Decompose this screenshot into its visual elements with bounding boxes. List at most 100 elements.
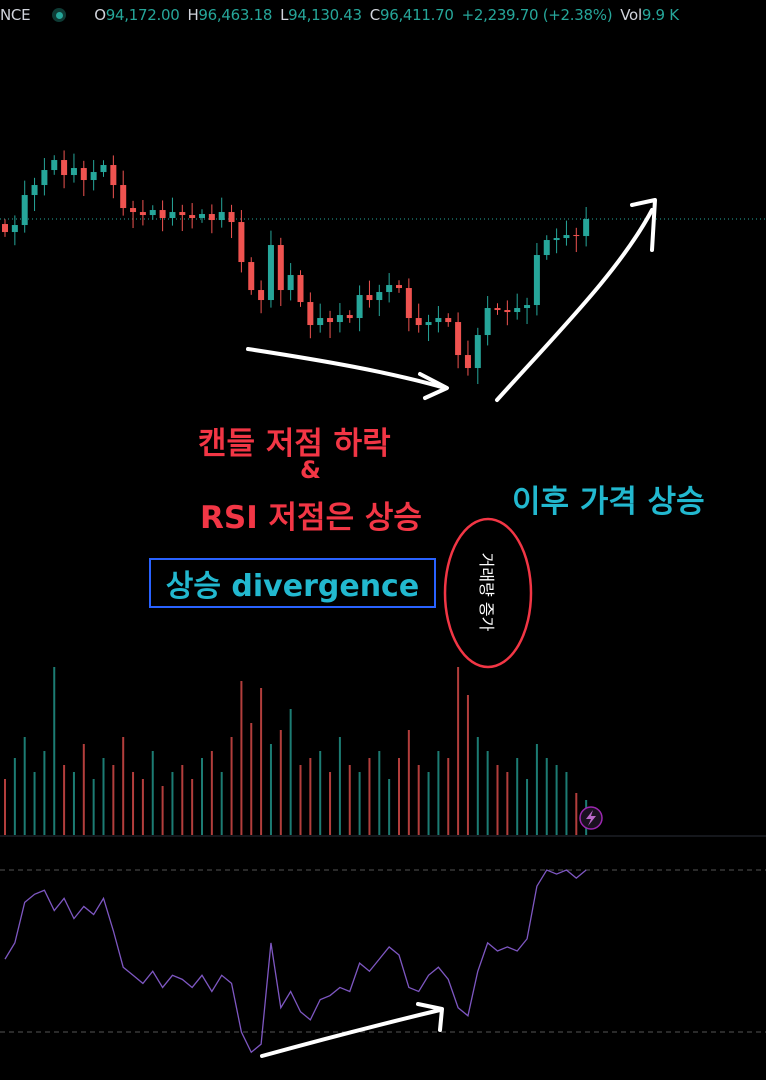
volume-bar	[72, 772, 75, 835]
volume-bar	[63, 765, 66, 835]
volume-increase-note: 거래량 증가	[477, 552, 496, 632]
candle-body	[80, 168, 87, 181]
bullish-divergence-label: 상승 divergence	[149, 558, 436, 608]
volume-bar	[535, 744, 538, 835]
candle-body	[61, 160, 68, 176]
close-value: 96,411.70	[379, 6, 454, 24]
volume-bar	[151, 751, 154, 835]
candle-body	[346, 315, 353, 319]
volume-bar	[132, 772, 135, 835]
candle-body	[130, 208, 137, 213]
volume-bar	[496, 765, 499, 835]
candle-body	[41, 170, 48, 186]
high-value: 96,463.18	[198, 6, 273, 24]
volume-bar	[466, 695, 469, 835]
volume-bar	[427, 772, 430, 835]
volume-bar	[398, 758, 400, 835]
volume-bar	[260, 688, 263, 835]
volume-bar	[141, 779, 144, 835]
change-value: +2,239.70 (+2.38%)	[461, 6, 613, 24]
candle-body	[277, 245, 284, 291]
candle-body	[445, 318, 452, 323]
candle-body	[543, 240, 550, 256]
volume-bar	[545, 758, 548, 835]
volume-bar	[23, 737, 26, 835]
volume-bar	[388, 779, 391, 835]
annotation-ampersand: &	[300, 456, 321, 484]
low-label: L	[280, 6, 289, 24]
candle-body	[169, 212, 176, 219]
candle-body	[405, 288, 412, 319]
candle-body	[484, 308, 491, 336]
volume-bar	[338, 737, 341, 835]
volume-bar	[220, 772, 223, 835]
volume-bar	[329, 772, 332, 835]
candle-body	[238, 222, 245, 263]
candle-body	[425, 322, 432, 326]
candle-body	[386, 285, 393, 293]
volume-highlight-ellipse	[443, 517, 533, 669]
open-value: 94,172.00	[105, 6, 180, 24]
volume-bar	[368, 758, 371, 835]
market-status-icon	[52, 8, 67, 22]
candle-body	[218, 212, 225, 221]
candle-body	[307, 302, 314, 326]
arrow-price-lows	[246, 347, 449, 400]
volume-bar	[457, 667, 460, 835]
volume-bar	[161, 786, 164, 835]
volume-bar	[230, 737, 233, 835]
candle-body	[366, 295, 373, 301]
candle-body	[553, 238, 560, 241]
candle-body	[327, 318, 334, 323]
volume-bar	[506, 772, 509, 835]
volume-bar	[112, 765, 115, 835]
candle-body	[474, 335, 481, 369]
symbol-name[interactable]: NCE	[0, 6, 31, 24]
candle-body	[464, 355, 471, 369]
candle-body	[149, 210, 156, 216]
volume-bar	[33, 772, 36, 835]
candle-body	[336, 315, 343, 323]
volume-bar	[279, 730, 282, 835]
volume-bar	[92, 779, 95, 835]
volume-bar	[171, 772, 174, 835]
arrow-price-rise	[495, 198, 657, 402]
volume-bar	[476, 737, 479, 835]
lightning-icon[interactable]	[579, 806, 603, 830]
volume-bar	[250, 723, 253, 835]
volume-bar	[407, 730, 410, 835]
candle-body	[317, 318, 324, 326]
candle-body	[248, 262, 255, 291]
candle-body	[573, 235, 580, 237]
volume-bar	[201, 758, 203, 835]
volume-bar	[102, 758, 105, 835]
volume-bar	[358, 772, 361, 835]
candle-body	[70, 168, 77, 176]
candle-body	[120, 185, 127, 209]
low-value: 94,130.43	[288, 6, 362, 24]
candle-body	[435, 318, 442, 323]
candle-body	[189, 215, 196, 219]
annotation-rsi-lows: RSI 저점은 상승	[200, 500, 422, 536]
candle-body	[179, 212, 186, 216]
volume-value: 9.9 K	[641, 6, 679, 24]
open-label: O	[94, 6, 106, 24]
volume-bar	[526, 779, 529, 835]
candle-body	[159, 210, 166, 219]
candle-body	[258, 290, 265, 301]
candle-body	[455, 322, 462, 356]
volume-bar	[299, 765, 302, 835]
annotation-price-rise: 이후 가격 상승	[512, 484, 705, 520]
arrow-rsi-lows	[260, 1002, 444, 1058]
candle-body	[356, 295, 363, 319]
annotation-candle-lows: 캔들 저점 하락	[198, 426, 391, 462]
volume-bar	[82, 744, 85, 835]
candle-body	[533, 255, 540, 306]
volume-bar	[210, 751, 213, 835]
volume-bar	[437, 751, 440, 835]
volume-bar	[348, 765, 351, 835]
volume-bar	[122, 737, 125, 835]
candle-body	[31, 185, 38, 196]
candle-body	[267, 245, 274, 301]
